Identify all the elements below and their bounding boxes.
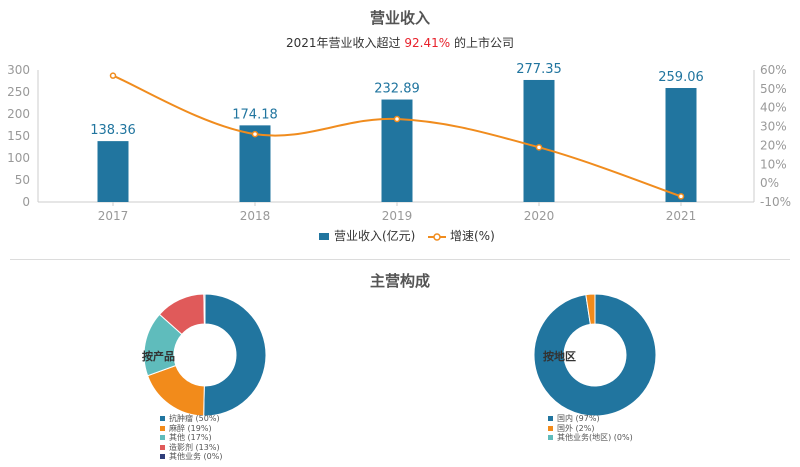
legend-swatch [548,425,553,431]
legend-label: 其他业务 (0%) [169,452,223,461]
legend-swatch [160,425,165,431]
right-axis-tick-label: 10% [760,157,787,171]
legend-swatch [160,454,165,460]
legend-label: 国内 (97%) [557,414,600,423]
right-axis-tick-label: 60% [760,63,787,77]
region-legend: 国内 (97%) 国外 (2%) 其他业务(地区) (0%) [548,414,633,443]
legend-growth-marker [433,233,441,241]
left-axis-tick-label: 100 [7,151,30,165]
right-axis-tick-label: 30% [760,120,787,134]
legend-label: 造影剂 (13%) [169,442,220,452]
bar-data-label: 277.35 [516,62,562,77]
legend-revenue-swatch [319,233,329,240]
revenue-bar [523,79,555,202]
x-axis-tick-label: 2020 [524,209,555,223]
left-axis-tick-label: 150 [7,129,30,143]
legend-label: 其他 (17%) [169,433,212,442]
legend-revenue-label: 营业收入(亿元) [334,228,415,243]
legend-item: 国外 (2%) [548,424,633,434]
legend-item: 其他业务 (0%) [160,452,222,462]
revenue-bar [665,88,697,202]
left-axis-tick-label: 0 [22,195,30,209]
legend-item: 抗肿瘤 (50%) [160,414,222,424]
legend-item: 造影剂 (13%) [160,443,222,453]
left-axis-tick-label: 200 [7,107,30,121]
bar-data-label: 259.06 [658,70,704,85]
legend-label: 麻醉 (19%) [169,423,212,433]
donut-slice [203,293,267,417]
region-donut-label: 按地区 [543,350,576,363]
growth-point [251,130,259,138]
bar-data-label: 138.36 [90,123,136,138]
donut-slice [585,293,596,325]
legend-label: 其他业务(地区) (0%) [557,433,633,442]
subtitle-prefix: 2021年营业收入超过 [286,36,405,50]
left-axis-tick-label: 300 [7,63,30,77]
legend-swatch [160,444,165,450]
legend-swatch [548,416,553,422]
bar-data-label: 232.89 [374,82,420,97]
growth-point [109,72,117,79]
x-axis-tick-label: 2019 [382,209,413,223]
donut-slice [203,293,206,325]
legend-item: 麻醉 (19%) [160,424,222,434]
revenue-bar [97,141,129,202]
legend-item: 其他业务(地区) (0%) [548,433,633,443]
revenue-chart-subtitle: 2021年营业收入超过 92.41% 的上市公司 [0,34,800,51]
bar-data-label: 174.18 [232,107,278,122]
legend-item: 国内 (97%) [548,414,633,424]
left-axis-tick-label: 50 [15,173,30,187]
right-axis-tick-label: -10% [760,195,791,209]
growth-point [677,193,685,200]
x-axis-tick-label: 2017 [98,209,129,223]
legend-swatch [160,416,165,422]
left-axis-tick-label: 250 [7,85,30,99]
legend-swatch [160,435,165,441]
x-axis-tick-label: 2021 [666,209,697,223]
donut-slice [533,293,657,417]
growth-point [535,144,543,151]
subtitle-percentile: 92.41% [404,36,451,50]
product-donut-chart [143,293,267,417]
x-axis-tick-label: 2018 [240,209,271,223]
revenue-bar [239,125,271,202]
product-donut-label: 按产品 [142,350,175,363]
right-axis-tick-label: 50% [760,82,787,96]
revenue-bar [381,99,413,202]
legend-growth-label: 增速(%) [450,229,495,243]
growth-point [393,115,401,123]
revenue-chart-title: 营业收入 [369,9,430,27]
right-axis-tick-label: 0% [760,176,779,190]
section-divider [10,259,790,260]
right-axis-tick-label: 40% [760,101,787,115]
subtitle-suffix: 的上市公司 [450,36,514,50]
composition-title: 主营构成 [369,272,430,290]
revenue-chart: 0 50 100 150 200 250 300 -10% 0% 10% 20% 30% 40% 50% 6… [7,62,791,243]
region-donut-chart [533,293,657,417]
legend-label: 国外 (2%) [557,423,595,433]
legend-label: 抗肿瘤 (50%) [169,414,220,423]
right-axis-tick-label: 20% [760,138,787,152]
legend-item: 其他 (17%) [160,433,222,443]
legend-swatch [548,435,553,441]
product-legend: 抗肿瘤 (50%) 麻醉 (19%) 其他 (17%) 造影剂 (13%) 其他业务 (… [160,414,222,462]
